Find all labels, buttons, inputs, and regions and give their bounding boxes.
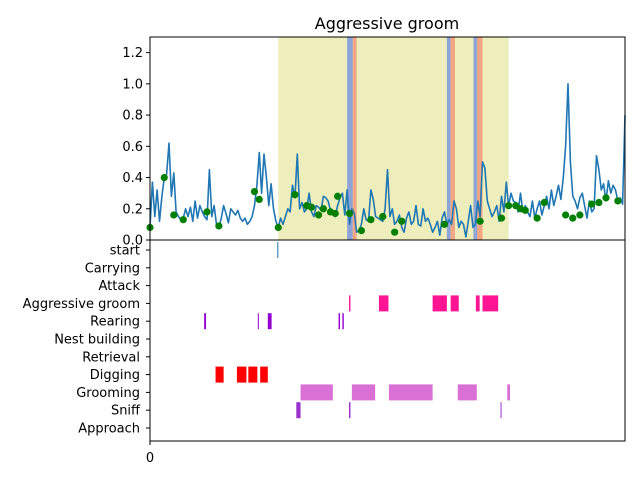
category-label: Rearing — [90, 315, 140, 330]
category-label: Sniff — [111, 404, 141, 419]
category-label: Grooming — [76, 386, 140, 401]
data-point — [319, 205, 327, 213]
highlight-band — [473, 37, 478, 240]
category-label: Retrieval — [82, 350, 140, 365]
data-point — [440, 220, 449, 228]
highlight-band — [477, 37, 483, 240]
bottom-axes-frame — [149, 239, 626, 442]
highlight-band — [446, 37, 451, 240]
event-bar — [215, 366, 224, 383]
highlight-band — [352, 37, 357, 240]
ethogram-plot-area: start Carrying Attack Aggressive groom Reari… — [23, 239, 626, 466]
data-point — [291, 191, 299, 199]
category-label: Approach — [78, 422, 140, 437]
category-label: start — [110, 244, 140, 259]
y-tick-label: 0.6 — [122, 140, 143, 155]
data-point — [588, 200, 596, 208]
data-point — [367, 216, 375, 224]
data-point — [533, 214, 541, 222]
data-point — [614, 197, 622, 205]
category-label: Aggressive groom — [23, 297, 140, 312]
event-bar — [267, 313, 272, 330]
data-point — [398, 217, 406, 225]
category-label: Carrying — [85, 261, 140, 276]
event-bar — [342, 313, 344, 330]
data-point — [334, 192, 342, 200]
data-point — [179, 216, 187, 224]
data-point — [576, 211, 584, 219]
data-point — [476, 217, 484, 225]
event-bar — [300, 384, 333, 401]
event-bar — [349, 402, 351, 419]
y-tick-label: 0.2 — [122, 202, 143, 217]
y-tick-label: 0.4 — [122, 171, 143, 186]
event-bar — [351, 384, 376, 401]
event-bar — [378, 295, 389, 312]
event-bar — [349, 295, 351, 312]
event-bar — [482, 295, 499, 312]
data-point — [602, 194, 610, 202]
event-bar — [277, 242, 279, 258]
event-bar — [260, 366, 268, 383]
data-point — [379, 212, 387, 221]
y-tick-label: 0.0 — [122, 234, 143, 249]
category-label: Nest building — [54, 333, 140, 348]
event-bar — [475, 295, 480, 312]
event-bar — [507, 384, 511, 401]
data-point — [569, 214, 577, 222]
data-point — [540, 198, 548, 207]
data-point — [315, 211, 323, 219]
data-point — [595, 198, 603, 207]
event-bar — [204, 313, 207, 330]
data-point — [307, 203, 316, 211]
data-point — [255, 195, 263, 203]
y-tick-label: 0.8 — [122, 109, 143, 124]
x-tick-label: 0 — [146, 451, 154, 466]
y-tick-label: 1.0 — [122, 77, 143, 92]
highlight-band — [347, 37, 353, 240]
data-point — [160, 173, 168, 182]
event-bar — [338, 313, 340, 330]
line-plot-area: 0.0 0.2 0.4 0.6 0.8 1.0 1.2 — [122, 36, 626, 249]
data-point — [345, 209, 354, 218]
data-point — [521, 206, 529, 214]
event-bar — [236, 366, 247, 383]
category-label: Digging — [90, 368, 140, 383]
data-point — [331, 209, 339, 218]
data-point — [203, 208, 211, 216]
event-bar — [432, 295, 447, 312]
data-point — [357, 227, 365, 235]
chart-title: Aggressive groom — [315, 14, 459, 33]
event-bar — [450, 295, 459, 312]
event-bar — [500, 402, 502, 419]
data-point — [497, 214, 506, 222]
data-point — [250, 187, 259, 196]
event-bar — [296, 402, 301, 419]
data-point — [215, 222, 223, 230]
data-point — [562, 211, 570, 219]
highlight-band — [450, 37, 455, 240]
data-point — [505, 202, 513, 210]
category-label: Attack — [98, 279, 140, 294]
y-tick-label: 1.2 — [122, 46, 143, 61]
data-point — [170, 211, 178, 219]
data-point — [274, 223, 282, 232]
event-bar — [257, 313, 259, 330]
event-bar — [457, 384, 477, 401]
data-point — [391, 228, 399, 236]
event-bar — [248, 366, 258, 383]
event-bar — [388, 384, 433, 401]
